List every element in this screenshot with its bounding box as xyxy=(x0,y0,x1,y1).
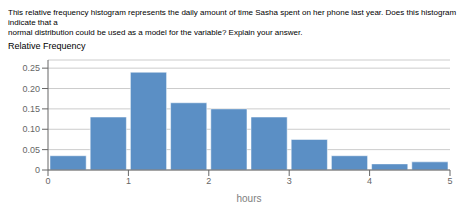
svg-text:0.25: 0.25 xyxy=(22,63,40,73)
svg-text:2: 2 xyxy=(206,176,211,186)
html-text:Relative Frequency: Relative Frequency xyxy=(8,41,86,51)
svg-text:3: 3 xyxy=(287,176,292,186)
svg-text:0.10: 0.10 xyxy=(22,124,40,134)
svg-text:0: 0 xyxy=(35,165,40,175)
svg-text:hours: hours xyxy=(236,193,261,202)
svg-text:5: 5 xyxy=(447,176,452,186)
svg-text:0.15: 0.15 xyxy=(22,104,40,114)
svg-text:0.05: 0.05 xyxy=(22,145,40,155)
svg-text:4: 4 xyxy=(367,176,372,186)
html-text:This relative frequency histog: This relative frequency histogram repres… xyxy=(8,8,457,27)
html-text:normal distribution could be u: normal distribution could be used as a m… xyxy=(8,28,303,37)
svg-text:0: 0 xyxy=(45,176,50,186)
svg-text:0.20: 0.20 xyxy=(22,84,40,94)
svg-text:1: 1 xyxy=(126,176,131,186)
